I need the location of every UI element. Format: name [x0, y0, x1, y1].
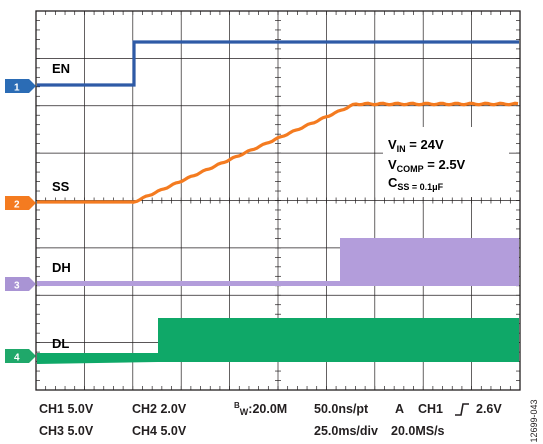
sample-interval: 50.0ns/pt: [314, 402, 369, 416]
channel-marker-1-number: 1: [14, 83, 20, 94]
annotation-box: [383, 127, 509, 197]
channel-label-ss: SS: [52, 179, 70, 194]
ch2-scale: CH2 2.0V: [132, 402, 187, 416]
channel-marker-2-number: 2: [14, 200, 20, 211]
timebase: 25.0ms/div: [314, 424, 378, 438]
channel-marker-3-number: 3: [14, 281, 20, 292]
ss-waveform: [37, 101, 519, 205]
sample-rate: 20.0MS/s: [391, 424, 445, 438]
channel-label-dl: DL: [52, 336, 69, 351]
channel-marker-3[interactable]: 3: [5, 277, 36, 292]
rising-edge-icon: [454, 403, 470, 419]
annotation-vin: VIN = 24V: [388, 137, 444, 154]
ch3-scale: CH3 5.0V: [39, 424, 94, 438]
figure-id: 12699-043: [529, 399, 539, 443]
channel-marker-4-number: 4: [14, 353, 20, 364]
annotation-vcomp: VCOMP = 2.5V: [388, 157, 466, 174]
bandwidth-limit: BW:20.0M: [234, 401, 288, 417]
ch4-scale: CH4 5.0V: [132, 424, 187, 438]
en-waveform: [37, 40, 519, 87]
channel-marker-2[interactable]: 2: [5, 196, 36, 211]
dl-waveform: [37, 318, 519, 364]
annotation-css: CSS = 0.1μF: [388, 175, 444, 192]
dh-waveform: [37, 238, 519, 286]
trigger-source: CH1: [418, 402, 444, 416]
trigger-level: 2.6V: [476, 402, 502, 416]
trigger-mode: A: [395, 402, 405, 416]
ch1-scale: CH1 5.0V: [39, 402, 94, 416]
channel-marker-1[interactable]: 1: [5, 79, 36, 94]
channel-label-dh: DH: [52, 260, 71, 275]
channel-marker-4[interactable]: 4: [5, 349, 36, 364]
channel-label-en: EN: [52, 61, 70, 76]
